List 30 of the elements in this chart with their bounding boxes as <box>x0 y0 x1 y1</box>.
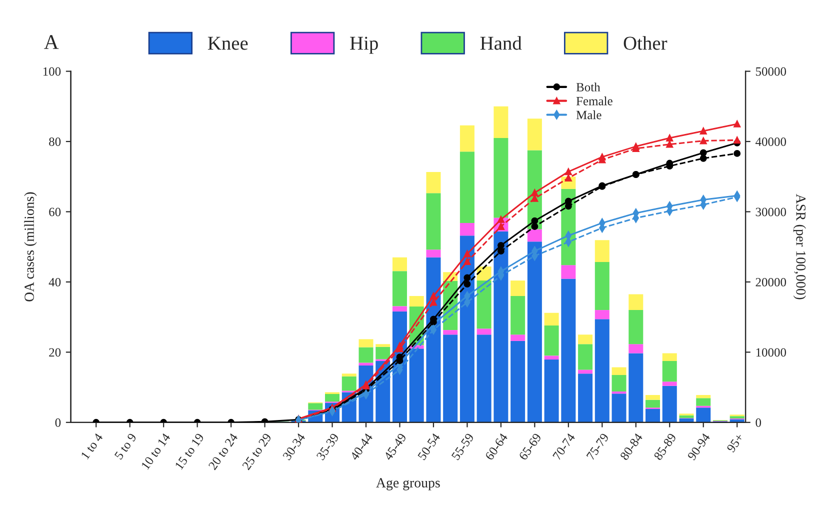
y-tick-label: 20 <box>49 348 61 357</box>
y-tick-label: 80 <box>49 138 61 146</box>
y2-tick-label: 40000 <box>756 138 786 146</box>
x-tick-label: 10 to 14 <box>141 432 171 470</box>
y-tick-label: 40 <box>48 278 61 286</box>
y2-tick-label: 50000 <box>756 67 786 76</box>
y2-tick-label: 20000 <box>756 278 786 286</box>
chart-title: A <box>44 35 59 49</box>
x-tick-label: 95+ <box>726 432 744 453</box>
x-tick-label: 20 to 24 <box>208 432 238 470</box>
legend-label: Hand <box>480 36 522 50</box>
x-tick-label: 25 to 29 <box>242 432 272 470</box>
y-tick-label: 0 <box>55 418 61 427</box>
legend-label: Hip <box>350 36 378 54</box>
legend-label: Male <box>576 110 602 120</box>
x-tick-label: 15 to 19 <box>174 432 204 470</box>
x-axis-title: Age groups <box>376 478 440 490</box>
y2-tick-label: 10000 <box>756 348 786 357</box>
legend-label: Knee <box>208 36 248 50</box>
y-axis-title: OA cases (millions) <box>24 192 37 302</box>
y2-tick-label: 30000 <box>756 208 786 216</box>
legend-label: Other <box>624 36 668 50</box>
y2-tick-label: 0 <box>756 418 762 427</box>
y-tick-label: 100 <box>43 67 61 76</box>
legend-label: Female <box>576 96 612 106</box>
y2-axis-title: ASR (per 100,000) <box>793 194 806 300</box>
legend-label: Both <box>576 82 600 92</box>
y-tick-label: 60 <box>49 208 61 216</box>
x-tick-label: 5 to 9 <box>114 432 137 460</box>
x-tick-label: 1 to 4 <box>80 432 104 460</box>
